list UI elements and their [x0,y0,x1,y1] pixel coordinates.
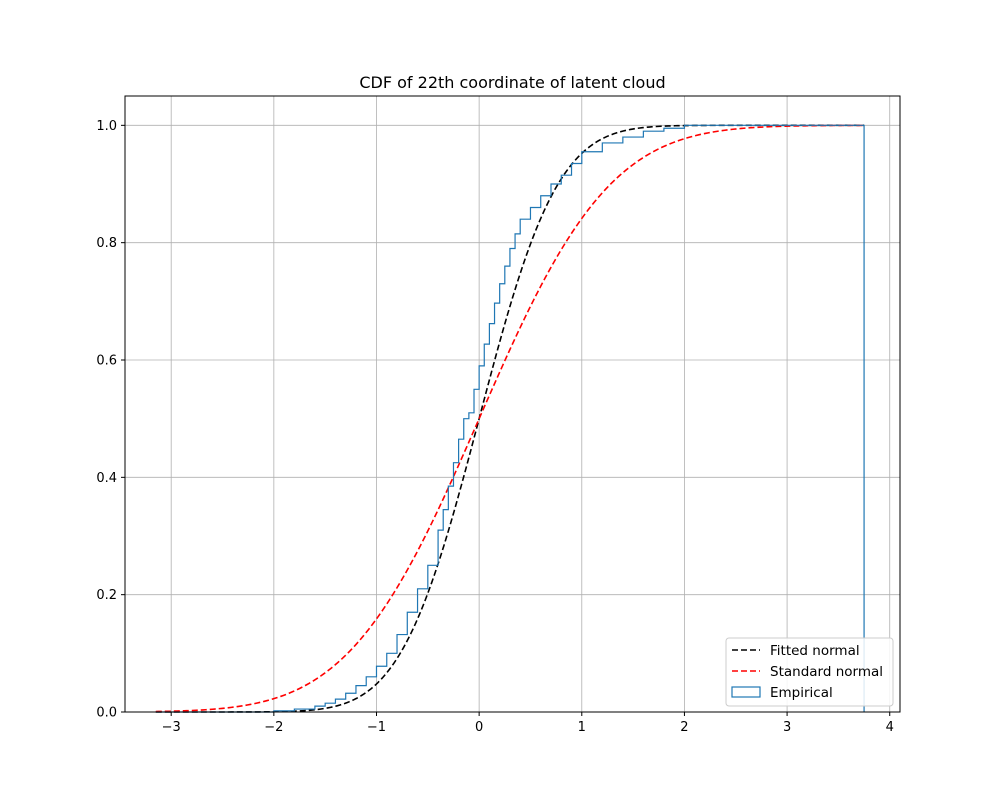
legend-swatch-empirical [731,686,761,698]
x-tick-label: −1 [367,720,386,735]
y-tick-label: 0.0 [96,706,117,721]
x-tick-label: 3 [783,720,791,735]
series-fitted-normal [155,124,865,713]
x-tick-label: −3 [162,720,181,735]
series-standard-normal [155,124,865,713]
legend-label-fitted-normal: Fitted normal [770,643,860,659]
plot-frame [124,95,901,713]
x-tick-label: −2 [264,720,283,735]
legend-box [725,637,894,707]
y-tick-label: 0.8 [96,236,117,251]
chart-title: CDF of 22th coordinate of latent cloud [359,73,665,92]
x-tick-label: 2 [680,720,688,735]
legend: Fitted normal Standard normal Empirical [725,637,894,707]
legend-label-standard-normal: Standard normal [770,664,883,680]
plot-series [155,124,865,713]
y-tick-label: 0.6 [96,354,117,369]
axes: −3 −2 −1 0 1 2 3 4 0.0 0.2 0.4 0.6 0.8 1.0 [96,95,901,735]
y-tick-label: 1.0 [96,119,117,134]
x-tick-label: 1 [578,720,586,735]
y-tick-label: 0.2 [96,588,117,603]
grid [125,96,900,713]
x-tick-label: 0 [475,720,483,735]
legend-label-empirical: Empirical [770,685,833,701]
series-empirical [155,124,865,713]
x-tick-label: 4 [886,720,894,735]
y-tick-label: 0.4 [96,471,117,486]
